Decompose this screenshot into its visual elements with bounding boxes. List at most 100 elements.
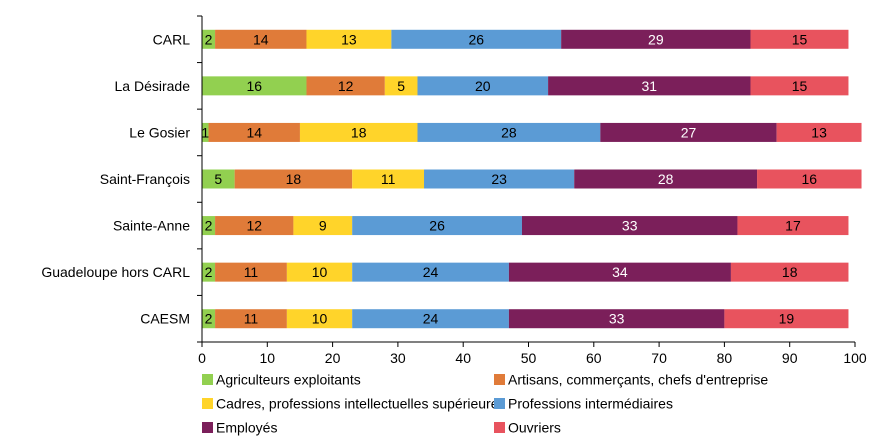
bar-sainte-anne-cadres-professions-intellectuelles-superieures	[293, 216, 353, 236]
data-label-carl-ouvriers: 15	[792, 31, 808, 47]
x-tick-label-100: 100	[843, 350, 867, 366]
x-tick-label-20: 20	[325, 350, 341, 366]
data-label-caesm-ouvriers: 19	[779, 311, 795, 327]
bar-la-desirade-employes	[548, 76, 751, 96]
legend-label: Artisans, commerçants, chefs d'entrepris…	[508, 372, 768, 388]
legend-item-professions-intermediaires: Professions intermédiaires	[494, 396, 673, 412]
bar-caesm-employes	[508, 309, 725, 329]
data-label-le-gosier-artisans-commercants-chefs-d-entreprise: 14	[246, 124, 262, 140]
data-label-guadeloupe-hors-carl-artisans-commercants-chefs-d-entreprise: 11	[244, 264, 259, 280]
bar-guadeloupe-hors-carl-employes	[508, 262, 731, 282]
bar-carl-artisans-commercants-chefs-d-entreprise	[215, 29, 307, 49]
x-tick-label-40: 40	[455, 350, 471, 366]
data-label-la-desirade-agriculteurs-exploitants: 16	[246, 78, 262, 94]
bar-caesm-agriculteurs-exploitants	[202, 309, 216, 329]
data-label-caesm-professions-intermediaires: 24	[423, 311, 439, 327]
data-label-carl-artisans-commercants-chefs-d-entreprise: 14	[253, 31, 269, 47]
legend-label: Ouvriers	[508, 420, 561, 436]
data-label-guadeloupe-hors-carl-employes: 34	[612, 264, 628, 280]
legend-label: Cadres, professions intellectuelles supé…	[216, 396, 505, 412]
data-label-guadeloupe-hors-carl-agriculteurs-exploitants: 2	[205, 264, 213, 280]
bar-le-gosier-artisans-commercants-chefs-d-entreprise	[208, 122, 300, 142]
data-label-caesm-agriculteurs-exploitants: 2	[205, 311, 213, 327]
legend-item-artisans-commercants-chefs-d-entreprise: Artisans, commerçants, chefs d'entrepris…	[494, 372, 768, 388]
legend-item-agriculteurs-exploitants: Agriculteurs exploitants	[202, 372, 361, 388]
data-label-guadeloupe-hors-carl-professions-intermediaires: 24	[423, 264, 439, 280]
axes-group: CARL La Désirade Le Gosier Saint-François Sa…	[41, 15, 867, 366]
legend-swatch	[202, 398, 213, 409]
bar-saint-francois-agriculteurs-exploitants	[202, 169, 235, 189]
category-label-la-desirade: La Désirade	[115, 78, 191, 94]
legend-item-employes: Employés	[202, 420, 277, 436]
data-label-carl-employes: 29	[648, 31, 664, 47]
bar-caesm-cadres-professions-intellectuelles-superieures	[286, 309, 353, 329]
data-label-saint-francois-professions-intermediaires: 23	[491, 171, 507, 187]
bar-guadeloupe-hors-carl-professions-intermediaires	[352, 262, 509, 282]
bar-guadeloupe-hors-carl-cadres-professions-intellectuelles-superieures	[286, 262, 353, 282]
bar-caesm-ouvriers	[724, 309, 849, 329]
bar-carl-ouvriers	[750, 29, 849, 49]
data-label-carl-professions-intermediaires: 26	[468, 31, 484, 47]
x-tick-label-80: 80	[717, 350, 733, 366]
bar-caesm-artisans-commercants-chefs-d-entreprise	[215, 309, 287, 329]
bar-saint-francois-ouvriers	[757, 169, 862, 189]
x-tick-label-30: 30	[390, 350, 406, 366]
category-label-caesm: CAESM	[140, 311, 190, 327]
bar-guadeloupe-hors-carl-ouvriers	[730, 262, 849, 282]
bar-saint-francois-employes	[574, 169, 758, 189]
legend-swatch	[202, 422, 213, 433]
bar-saint-francois-artisans-commercants-chefs-d-entreprise	[234, 169, 353, 189]
legend: Agriculteurs exploitants Artisans, commer…	[202, 372, 768, 436]
bar-sainte-anne-employes	[521, 216, 738, 236]
bar-la-desirade-cadres-professions-intellectuelles-superieures	[384, 76, 418, 96]
bar-la-desirade-professions-intermediaires	[417, 76, 549, 96]
data-label-le-gosier-employes: 27	[681, 124, 697, 140]
x-tick-label-0: 0	[198, 350, 206, 366]
data-label-sainte-anne-ouvriers: 17	[785, 218, 801, 234]
data-label-caesm-employes: 33	[609, 311, 625, 327]
bar-carl-agriculteurs-exploitants	[202, 29, 216, 49]
legend-label: Agriculteurs exploitants	[216, 372, 361, 388]
category-label-le-gosier: Le Gosier	[129, 124, 190, 140]
data-label-le-gosier-professions-intermediaires: 28	[501, 124, 517, 140]
data-label-la-desirade-cadres-professions-intellectuelles-superieures: 5	[397, 78, 405, 94]
category-label-guadeloupe-hors-carl: Guadeloupe hors CARL	[41, 264, 190, 280]
data-label-le-gosier-ouvriers: 13	[811, 124, 827, 140]
x-tick-label-60: 60	[586, 350, 602, 366]
bar-sainte-anne-professions-intermediaires	[352, 216, 522, 236]
bar-le-gosier-cadres-professions-intellectuelles-superieures	[299, 122, 418, 142]
bar-la-desirade-ouvriers	[750, 76, 849, 96]
legend-item-cadres-professions-intellectuelles-superieures: Cadres, professions intellectuelles supé…	[202, 396, 505, 412]
bar-sainte-anne-ouvriers	[737, 216, 849, 236]
data-label-le-gosier-agriculteurs-exploitants: 1	[201, 124, 209, 140]
data-label-sainte-anne-professions-intermediaires: 26	[429, 218, 445, 234]
legend-label: Employés	[216, 420, 277, 436]
data-label-guadeloupe-hors-carl-ouvriers: 18	[782, 264, 798, 280]
data-label-la-desirade-artisans-commercants-chefs-d-entreprise: 12	[338, 78, 354, 94]
bar-carl-professions-intermediaires	[391, 29, 562, 49]
legend-swatch	[494, 398, 505, 409]
bar-le-gosier-agriculteurs-exploitants	[202, 122, 209, 142]
data-label-la-desirade-ouvriers: 15	[792, 78, 808, 94]
data-label-le-gosier-cadres-professions-intellectuelles-superieures: 18	[351, 124, 367, 140]
bar-le-gosier-employes	[600, 122, 777, 142]
bar-caesm-professions-intermediaires	[352, 309, 509, 329]
data-label-caesm-artisans-commercants-chefs-d-entreprise: 11	[244, 311, 259, 327]
bar-saint-francois-cadres-professions-intellectuelles-superieures	[352, 169, 425, 189]
data-label-guadeloupe-hors-carl-cadres-professions-intellectuelles-superieures: 10	[312, 264, 328, 280]
data-label-sainte-anne-cadres-professions-intellectuelles-superieures: 9	[319, 218, 327, 234]
x-tick-label-50: 50	[521, 350, 537, 366]
data-label-carl-cadres-professions-intellectuelles-superieures: 13	[341, 31, 357, 47]
bar-la-desirade-agriculteurs-exploitants	[202, 76, 307, 96]
bar-sainte-anne-artisans-commercants-chefs-d-entreprise	[215, 216, 294, 236]
data-label-sainte-anne-agriculteurs-exploitants: 2	[205, 218, 213, 234]
legend-label: Professions intermédiaires	[508, 396, 673, 412]
bar-guadeloupe-hors-carl-agriculteurs-exploitants	[202, 262, 216, 282]
bar-la-desirade-artisans-commercants-chefs-d-entreprise	[306, 76, 385, 96]
legend-item-ouvriers: Ouvriers	[494, 420, 561, 436]
legend-swatch	[494, 422, 505, 433]
data-label-saint-francois-artisans-commercants-chefs-d-entreprise: 18	[286, 171, 302, 187]
legend-swatch	[202, 374, 213, 385]
data-label-saint-francois-employes: 28	[658, 171, 674, 187]
